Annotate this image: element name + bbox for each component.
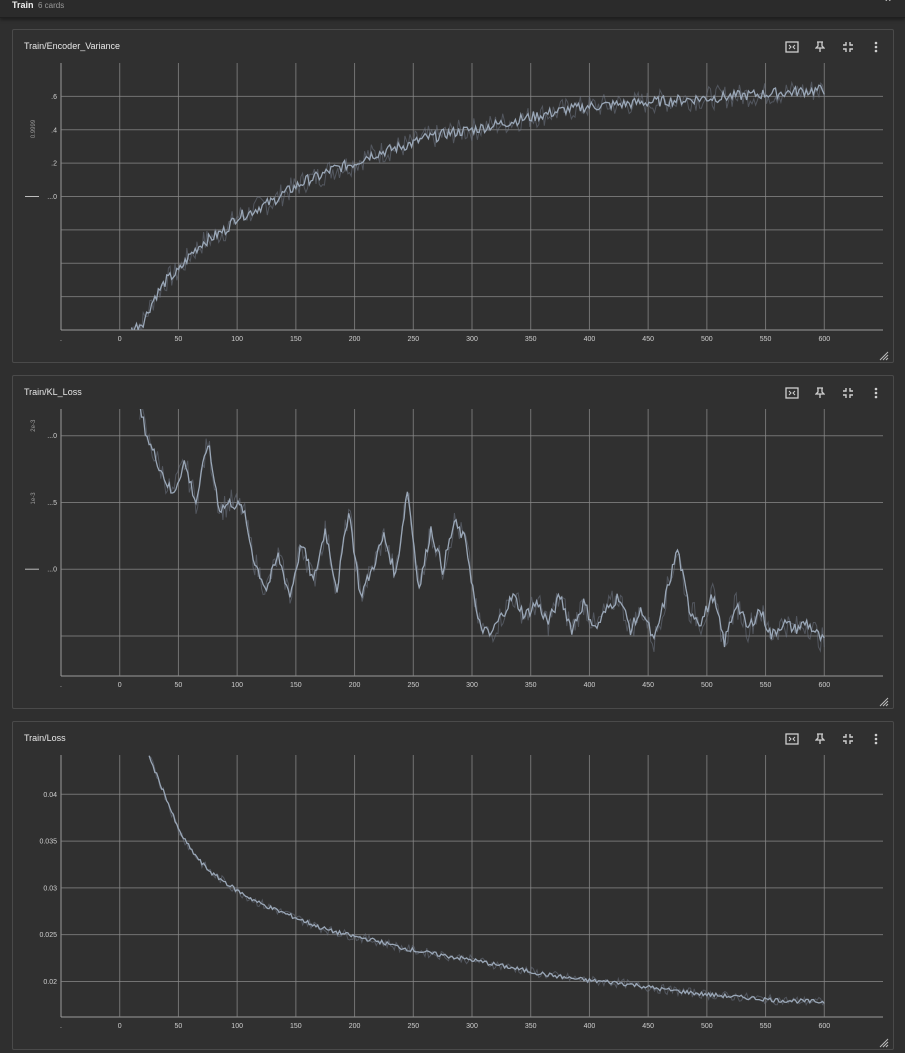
series-smoothed-line <box>139 409 825 648</box>
y-tick-label: 0.03 <box>43 885 57 892</box>
x-tick-label: 550 <box>760 336 772 343</box>
x-tick-label: 350 <box>525 1023 537 1030</box>
resize-handle-icon[interactable] <box>879 1035 889 1048</box>
x-tick-label: 500 <box>701 1023 713 1030</box>
more-vert-icon[interactable] <box>869 732 883 746</box>
x-tick-label: 550 <box>760 1023 772 1030</box>
pin-icon[interactable] <box>813 732 827 746</box>
x-tick-label: 0 <box>118 1023 122 1030</box>
line-chart: 0 50 100 150 200 250 300 350 400 450 500 550 600....… <box>25 409 883 689</box>
series-smoothed-line <box>148 755 825 1004</box>
line-chart: 0 50 100 150 200 250 300 350 400 450 500 550 600. 0.0… <box>39 755 883 1030</box>
y-tick-label: ...5 <box>47 500 57 507</box>
x-tick-label: 500 <box>701 336 713 343</box>
minimize-icon[interactable] <box>841 40 855 54</box>
pin-icon[interactable] <box>813 40 827 54</box>
chart-title: Train/KL_Loss <box>24 387 82 397</box>
chart-title: Train/Loss <box>24 733 66 743</box>
x-tick-label: 400 <box>584 1023 596 1030</box>
x-tick-label: 200 <box>349 1023 361 1030</box>
x-tick-label: 550 <box>760 682 772 689</box>
y-tick-label: 0.04 <box>43 792 57 799</box>
fit-domain-icon[interactable] <box>785 732 799 746</box>
chart-title: Train/Encoder_Variance <box>24 41 121 51</box>
group-title: Train <box>12 0 34 10</box>
x-tick-label: 0 <box>118 336 122 343</box>
x-tick-label: 150 <box>290 682 302 689</box>
card-toolbar <box>785 386 883 400</box>
card-toolbar <box>785 732 883 746</box>
resize-handle-icon[interactable] <box>879 348 889 361</box>
x-tick-label: 50 <box>175 1023 183 1030</box>
chart-card[interactable]: Train/Encoder_Variance 0 50 100 150 200 250 300… <box>12 29 894 363</box>
x-tick-label: 250 <box>407 682 419 689</box>
resize-handle-icon[interactable] <box>879 694 889 707</box>
x-tick-label: 400 <box>584 682 596 689</box>
x-tick-label: 300 <box>466 1023 478 1030</box>
y-tick-label: 0.02 <box>43 979 57 986</box>
chevron-up-icon[interactable]: ⌃ <box>882 0 893 10</box>
chart-card[interactable]: Train/Loss 0 50 100 150 200 250 300 350 400 450 500… <box>12 721 894 1050</box>
y-tick-label: .4 <box>51 127 57 134</box>
x-tick-label: 200 <box>349 336 361 343</box>
chart-card[interactable]: Train/KL_Loss 0 50 100 150 200 250 300 350 400 450… <box>12 375 894 709</box>
x-tick-label: 100 <box>231 336 243 343</box>
x-tick-label-start: . <box>60 1023 62 1030</box>
y-offset-label: 2e-3 <box>31 419 37 432</box>
y-tick-label: ...0 <box>47 433 57 440</box>
fit-domain-icon[interactable] <box>785 40 799 54</box>
y-offset-label: 0.9999 <box>31 119 37 138</box>
card-toolbar <box>785 40 883 54</box>
x-tick-label: 600 <box>818 682 830 689</box>
y-tick-label: ...0 <box>47 567 57 574</box>
minimize-icon[interactable] <box>841 732 855 746</box>
more-vert-icon[interactable] <box>869 386 883 400</box>
series-raw-line <box>139 409 825 653</box>
fit-domain-icon[interactable] <box>785 386 799 400</box>
x-tick-label: 300 <box>466 682 478 689</box>
pin-icon[interactable] <box>813 386 827 400</box>
series-smoothed-line <box>130 84 825 330</box>
series-raw-line <box>148 755 825 1007</box>
y-tick-label: 0.025 <box>39 932 57 939</box>
series-raw-line <box>131 80 825 330</box>
x-tick-label: 400 <box>584 336 596 343</box>
y-offset-label: 1e-3 <box>31 492 37 505</box>
y-tick-label: 0.035 <box>39 839 57 846</box>
x-tick-label: 350 <box>525 336 537 343</box>
x-tick-label: 150 <box>290 336 302 343</box>
minimize-icon[interactable] <box>841 386 855 400</box>
x-tick-label: 200 <box>349 682 361 689</box>
x-tick-label-start: . <box>60 682 62 689</box>
x-tick-label: 250 <box>407 336 419 343</box>
y-tick-label: ...0 <box>47 194 57 201</box>
x-tick-label: 50 <box>175 336 183 343</box>
x-tick-label: 300 <box>466 336 478 343</box>
card-count: 6 cards <box>38 1 65 10</box>
x-tick-label: 450 <box>642 1023 654 1030</box>
x-tick-label: 450 <box>642 336 654 343</box>
x-tick-label: 350 <box>525 682 537 689</box>
train-group-header[interactable]: Train 6 cards ⌃ <box>0 0 905 18</box>
x-tick-label: 100 <box>231 682 243 689</box>
x-tick-label-start: . <box>60 336 62 343</box>
y-tick-label: .6 <box>51 94 57 101</box>
x-tick-label: 0 <box>118 682 122 689</box>
x-tick-label: 600 <box>818 336 830 343</box>
line-chart: 0 50 100 150 200 250 300 350 400 450 500 550 600. .6.… <box>25 63 883 343</box>
y-tick-label: .2 <box>51 161 57 168</box>
x-tick-label: 500 <box>701 682 713 689</box>
more-vert-icon[interactable] <box>869 40 883 54</box>
x-tick-label: 450 <box>642 682 654 689</box>
x-tick-label: 600 <box>818 1023 830 1030</box>
x-tick-label: 150 <box>290 1023 302 1030</box>
x-tick-label: 100 <box>231 1023 243 1030</box>
x-tick-label: 250 <box>407 1023 419 1030</box>
x-tick-label: 50 <box>175 682 183 689</box>
